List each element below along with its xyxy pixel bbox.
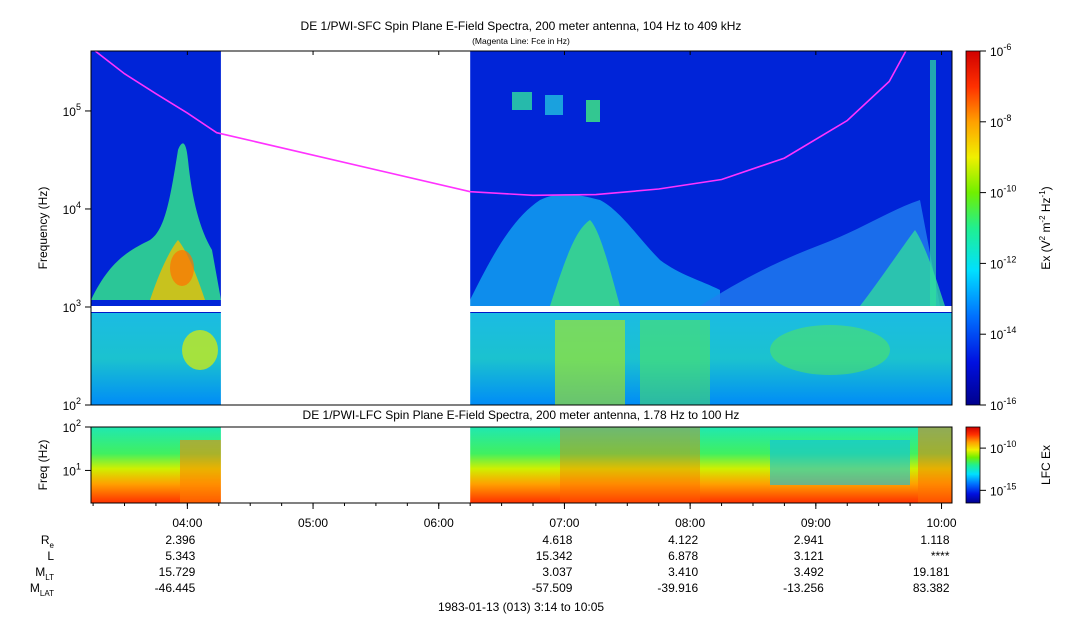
cb-label-mid2: Hz — [1039, 197, 1053, 215]
ephemeris-value: 83.382 — [913, 581, 950, 595]
lfc-mid-hot — [560, 427, 700, 503]
lfc-spectrogram — [91, 427, 952, 503]
sfc-frame — [90, 50, 953, 406]
ephemeris-value: 2.396 — [165, 533, 195, 547]
ephemeris-value: 1.118 — [920, 533, 949, 547]
sfc-y-tick-label: 105 — [63, 102, 81, 119]
sfc-right-hf-blob3 — [545, 95, 563, 115]
time-axis: 04:00 05:00 06:00 07:00 08:00 09:00 10:00 — [92, 51, 957, 530]
ephemeris-value: 15.342 — [536, 549, 573, 563]
ephemeris-value: 3.410 — [668, 565, 698, 579]
fce-line — [94, 51, 907, 197]
time-tick-label: 08:00 — [675, 516, 705, 530]
ephemeris-value: 15.729 — [159, 565, 196, 579]
sfc-colorbar-tick-label: 10-16 — [990, 396, 1016, 413]
sfc-colorbar-tick-label: 10-14 — [990, 325, 1016, 342]
ephemeris-value: 4.122 — [668, 533, 698, 547]
ephemeris-value: -46.445 — [155, 581, 196, 595]
sfc-colorbar-ticks: 10-6 10-8 10-10 10-12 10-14 10-16 — [980, 42, 1016, 413]
ephemeris-value: 3.037 — [542, 565, 572, 579]
sfc-right-low-blob — [770, 325, 890, 375]
ephemeris-value: 3.492 — [794, 565, 824, 579]
lfc-y-axis: 101 102 — [63, 418, 91, 478]
time-tick-label: 07:00 — [549, 516, 579, 530]
ephemeris-value: -57.509 — [532, 581, 573, 595]
cb-label-suffix: ) — [1039, 186, 1053, 190]
time-tick-label: 06:00 — [424, 516, 454, 530]
cb-label-sup2: -2 — [1038, 215, 1047, 223]
sfc-colorbar-tick-label: 10-10 — [990, 184, 1016, 201]
ephemeris-row-label: MLT — [35, 565, 54, 582]
ephemeris-value: 6.878 — [668, 549, 698, 563]
sfc-colorbar — [965, 50, 981, 406]
cb-label-sup3: -1 — [1038, 190, 1047, 198]
time-tick-label: 04:00 — [172, 516, 202, 530]
sfc-right-emission-green — [550, 220, 620, 306]
ephemeris-value: 3.121 — [794, 549, 824, 563]
sfc-colorbar-tick-label: 10-6 — [990, 42, 1011, 59]
sfc-right-low-hot — [555, 320, 625, 405]
sfc-data-gap — [220, 51, 471, 405]
ephemeris-row-label: Re — [41, 533, 55, 550]
sfc-y-tick-label: 103 — [63, 298, 81, 315]
sfc-left-low-hotspot — [182, 330, 218, 370]
lfc-colorbar-label: LFC Ex — [1039, 445, 1053, 485]
time-tick-label: 09:00 — [801, 516, 831, 530]
lfc-colorbar — [965, 426, 981, 504]
lfc-right-hot — [918, 427, 952, 503]
sfc-right-late-green — [860, 230, 945, 306]
sfc-y-axis-label: Frequency (Hz) — [36, 187, 50, 270]
time-tick-label: 05:00 — [298, 516, 328, 530]
ephemeris-value: 5.343 — [165, 549, 195, 563]
sfc-y-tick-label: 104 — [63, 200, 81, 217]
sfc-left-hotspot — [170, 250, 194, 286]
sfc-y-axis: 102 103 104 105 — [63, 102, 91, 413]
ephemeris-value: 19.181 — [913, 565, 950, 579]
sfc-colorbar-tick-label: 10-8 — [990, 113, 1011, 130]
sfc-spectrogram — [91, 51, 952, 405]
top-panel-title: DE 1/PWI-SFC Spin Plane E-Field Spectra,… — [301, 19, 742, 33]
bottom-panel-title: DE 1/PWI-LFC Spin Plane E-Field Spectra,… — [303, 408, 740, 422]
lfc-colorbar-tick-label: 10-15 — [990, 481, 1016, 498]
lfc-colorbar-tick-label: 10-10 — [990, 439, 1016, 456]
lfc-y-tick-label: 101 — [63, 461, 81, 478]
lfc-left-hot — [180, 440, 221, 503]
ephemeris-value: **** — [931, 549, 950, 563]
sfc-band-separator — [91, 306, 952, 312]
sfc-right-low-hot2 — [640, 320, 710, 405]
ephemeris-value: -13.256 — [783, 581, 824, 595]
top-panel-subtitle: (Magenta Line: Fce in Hz) — [472, 36, 570, 46]
sfc-right-hf-blobs — [512, 92, 532, 110]
sfc-colorbar-label: Ex (V2 m-2 Hz-1) — [1038, 186, 1053, 269]
ephemeris-value: 4.618 — [542, 533, 572, 547]
lfc-y-tick-label: 102 — [63, 418, 81, 435]
sfc-colorbar-tick-label: 10-12 — [990, 254, 1016, 271]
cb-label-prefix: Ex (V — [1039, 240, 1053, 269]
sfc-right-hf-blob2 — [586, 100, 600, 122]
sfc-y-tick-label: 102 — [63, 396, 81, 413]
ephemeris-row-label: L — [47, 549, 54, 563]
cb-label-sup1: 2 — [1038, 235, 1047, 240]
lfc-y-axis-label: Freq (Hz) — [36, 440, 50, 491]
time-tick-label: 10:00 — [927, 516, 957, 530]
lfc-frame — [90, 426, 953, 504]
lfc-right-quiet — [770, 440, 910, 485]
cb-label-mid: m — [1039, 223, 1053, 236]
lfc-data-gap — [220, 427, 471, 503]
time-range-footer: 1983-01-13 (013) 3:14 to 10:05 — [438, 600, 604, 614]
ephemeris-value: -39.916 — [657, 581, 698, 595]
lfc-colorbar-ticks: 10-10 10-15 — [980, 439, 1016, 498]
ephemeris-row-label: MLAT — [30, 581, 54, 598]
ephemeris-value: 2.941 — [794, 533, 824, 547]
sfc-right-spike — [930, 60, 936, 306]
